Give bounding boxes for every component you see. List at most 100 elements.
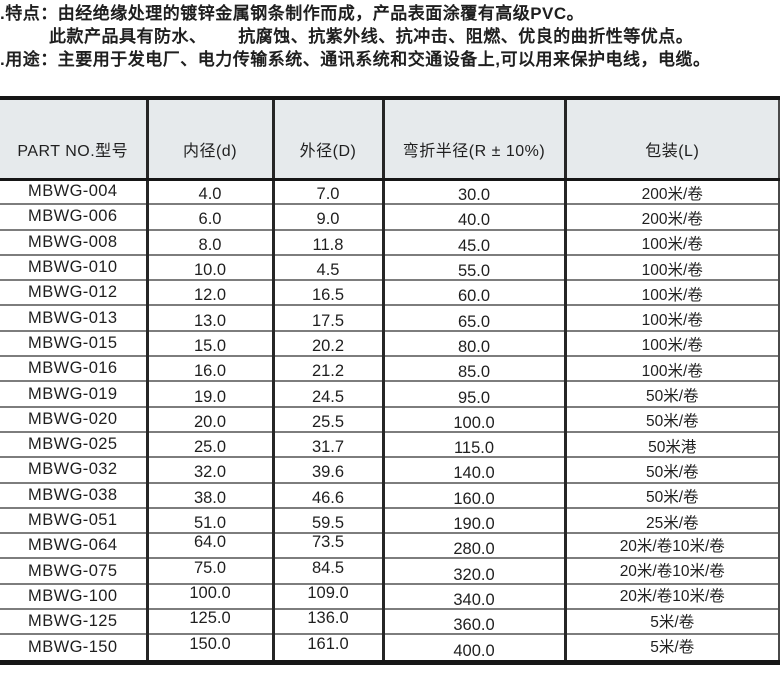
cell-bend_radius: 360.0 xyxy=(381,608,565,635)
cell-value: 30.0 xyxy=(457,186,491,205)
cell-packing: 25米/卷 xyxy=(563,506,780,534)
cell-value: 100米/卷 xyxy=(641,362,703,380)
table-row: MBWG-150 150.0 161.0 400.0 5米/卷 xyxy=(0,633,780,660)
column-header-label: 外径(D) xyxy=(299,143,357,161)
cell-packing: 50米/卷 xyxy=(563,481,780,508)
cell-packing: 5米/卷 xyxy=(563,633,780,660)
table-row: MBWG-013 13.0 17.5 65.0 100米/卷 xyxy=(0,304,780,331)
cell-part_no: MBWG-015 xyxy=(0,329,147,357)
table-row: MBWG-004 4.0 7.0 30.0 200米/卷 xyxy=(0,179,780,205)
cell-value: 20米/卷10米/卷 xyxy=(619,563,725,581)
cell-value: MBWG-013 xyxy=(28,308,118,327)
cell-packing: 20米/卷10米/卷 xyxy=(563,532,780,559)
cell-inner_d: 19.0 xyxy=(145,380,273,407)
features-continuation-line: 此款产品具有防水、 抗腐蚀、抗紫外线、抗冲击、阻燃、优良的曲折性等优点。 xyxy=(49,27,694,46)
cell-outer_d: 161.0 xyxy=(271,633,383,660)
cell-value: 16.0 xyxy=(193,362,227,381)
cell-value: 55.0 xyxy=(457,262,491,281)
cell-outer_d: 25.5 xyxy=(271,405,383,432)
cell-outer_d: 109.0 xyxy=(271,582,383,610)
cell-value: MBWG-051 xyxy=(28,511,118,529)
cell-value: 15.0 xyxy=(193,336,227,355)
cell-value: 340.0 xyxy=(453,590,495,609)
cell-part_no: MBWG-032 xyxy=(0,456,147,483)
column-header-outer_d: 外径(D) xyxy=(271,100,383,181)
table-row: MBWG-019 19.0 24.5 95.0 50米/卷 xyxy=(0,380,780,407)
cell-inner_d: 16.0 xyxy=(145,355,273,382)
table-row: MBWG-025 25.0 31.7 115.0 50米港 xyxy=(0,430,780,458)
cell-inner_d: 100.0 xyxy=(145,582,273,610)
table-row: MBWG-020 20.0 25.5 100.0 50米/卷 xyxy=(0,405,780,432)
cell-packing: 100米/卷 xyxy=(563,228,780,255)
cell-part_no: MBWG-004 xyxy=(0,179,147,204)
cell-value: MBWG-032 xyxy=(28,460,118,479)
cell-value: 73.5 xyxy=(311,533,345,552)
table-row: MBWG-008 8.0 11.8 45.0 100米/卷 xyxy=(0,228,780,255)
cell-value: 21.2 xyxy=(311,362,345,381)
cell-inner_d: 25.0 xyxy=(145,430,273,458)
cell-value: MBWG-150 xyxy=(28,637,118,656)
cell-packing: 5米/卷 xyxy=(563,608,780,635)
cell-value: 25.5 xyxy=(311,412,345,431)
cell-bend_radius: 115.0 xyxy=(381,430,565,458)
cell-value: 75.0 xyxy=(193,558,227,577)
cell-outer_d: 31.7 xyxy=(271,430,383,458)
table-row: MBWG-125 125.0 136.0 360.0 5米/卷 xyxy=(0,608,780,635)
cell-part_no: MBWG-038 xyxy=(0,481,147,508)
cell-inner_d: 125.0 xyxy=(145,608,273,635)
table-row: MBWG-075 75.0 84.5 320.0 20米/卷10米/卷 xyxy=(0,557,780,584)
cell-inner_d: 75.0 xyxy=(145,557,273,584)
cell-part_no: MBWG-020 xyxy=(0,405,147,432)
cell-inner_d: 15.0 xyxy=(145,329,273,357)
cell-inner_d: 51.0 xyxy=(145,506,273,534)
table-row: MBWG-010 10.0 4.5 55.0 100米/卷 xyxy=(0,253,780,281)
cell-packing: 20米/卷10米/卷 xyxy=(563,557,780,584)
cell-value: 13.0 xyxy=(193,311,227,330)
cell-value: 59.5 xyxy=(311,514,345,532)
cell-value: 100米/卷 xyxy=(641,286,703,304)
cell-value: 25.0 xyxy=(193,438,227,457)
cell-value: 50米/卷 xyxy=(645,489,699,507)
cell-value: 100米/卷 xyxy=(641,261,703,279)
cell-value: 20米/卷10米/卷 xyxy=(619,537,725,555)
cell-value: 360.0 xyxy=(453,616,495,635)
cell-packing: 100米/卷 xyxy=(563,304,780,331)
cell-packing: 200米/卷 xyxy=(563,203,780,230)
cell-bend_radius: 320.0 xyxy=(381,557,565,584)
cell-value: 109.0 xyxy=(307,583,349,602)
cell-value: MBWG-064 xyxy=(28,536,118,555)
cell-value: MBWG-012 xyxy=(28,283,118,302)
cell-inner_d: 20.0 xyxy=(145,405,273,432)
cell-value: 32.0 xyxy=(193,463,227,482)
cell-inner_d: 12.0 xyxy=(145,279,273,306)
cell-value: 51.0 xyxy=(193,514,227,532)
cell-bend_radius: 140.0 xyxy=(381,456,565,483)
table-row: MBWG-006 6.0 9.0 40.0 200米/卷 xyxy=(0,203,780,230)
cell-part_no: MBWG-051 xyxy=(0,506,147,534)
cell-value: 100.0 xyxy=(189,583,231,602)
cell-value: MBWG-038 xyxy=(28,485,118,504)
cell-value: 100米/卷 xyxy=(641,312,703,330)
cell-value: 20.2 xyxy=(311,336,345,355)
column-header-bend_radius: 弯折半径(R ± 10%) xyxy=(381,100,565,181)
cell-value: MBWG-075 xyxy=(28,561,118,580)
column-header-label: 包装(L) xyxy=(645,143,700,161)
column-header-label: 内径(d) xyxy=(182,143,238,161)
cell-value: 160.0 xyxy=(453,489,495,508)
table-row: MBWG-032 32.0 39.6 140.0 50米/卷 xyxy=(0,456,780,483)
cell-outer_d: 84.5 xyxy=(271,557,383,584)
cell-value: 161.0 xyxy=(307,634,349,653)
cell-packing: 100米/卷 xyxy=(563,329,780,357)
cell-part_no: MBWG-125 xyxy=(0,608,147,635)
cell-part_no: MBWG-100 xyxy=(0,582,147,610)
cell-inner_d: 38.0 xyxy=(145,481,273,508)
cell-value: 39.6 xyxy=(311,463,345,482)
spec-table: PART NO.型号 内径(d) 外径(D) 弯折半径(R ± 10%) 包装(L) M… xyxy=(0,100,780,660)
cell-value: 95.0 xyxy=(457,388,491,407)
cell-value: 17.5 xyxy=(311,311,345,330)
cell-value: 11.8 xyxy=(312,235,344,254)
cell-outer_d: 20.2 xyxy=(271,329,383,357)
cell-value: MBWG-010 xyxy=(28,258,118,277)
cell-value: 6.0 xyxy=(198,210,222,229)
table-row: MBWG-038 38.0 46.6 160.0 50米/卷 xyxy=(0,481,780,508)
